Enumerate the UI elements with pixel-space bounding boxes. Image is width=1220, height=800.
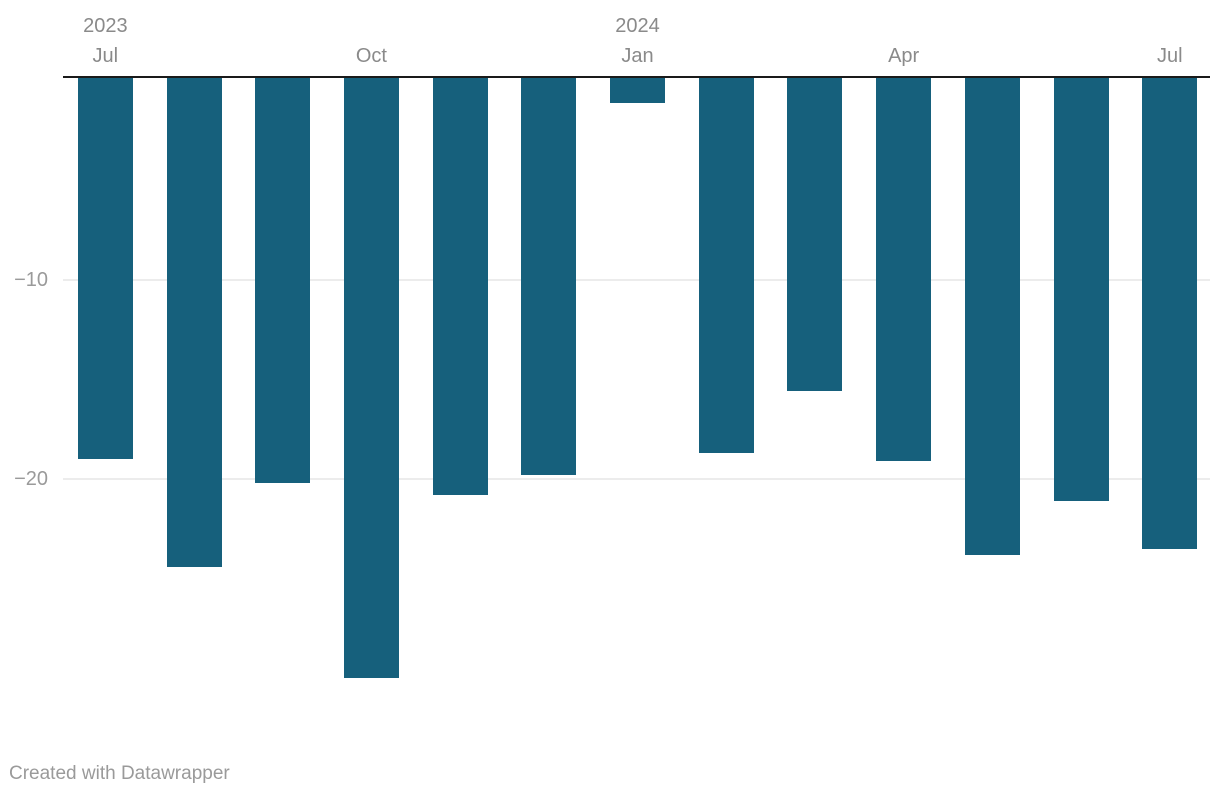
x-tick-label: Apr: [844, 11, 964, 71]
y-gridline: [63, 279, 1210, 281]
bar: [1142, 78, 1198, 549]
bar: [698, 78, 754, 454]
x-tick-month: Apr: [888, 45, 920, 67]
bar: [787, 78, 843, 392]
bar: [876, 78, 932, 462]
bar: [166, 78, 222, 567]
x-tick-year: [311, 11, 431, 41]
x-tick-year: 2024: [615, 15, 660, 37]
bar: [255, 78, 311, 483]
bar: [77, 78, 133, 460]
x-tick-month: Jan: [621, 45, 654, 67]
bar: [521, 78, 577, 476]
bar: [964, 78, 1020, 555]
y-gridline: [63, 478, 1210, 480]
y-tick-label: −20: [14, 468, 48, 490]
x-tick-year: 2023: [83, 15, 128, 37]
x-tick-label: Oct: [311, 11, 431, 71]
bar: [610, 78, 666, 103]
x-tick-year: [844, 11, 964, 41]
y-tick-label: −10: [14, 269, 48, 291]
x-tick-year: [1110, 11, 1220, 41]
x-tick-month: Jul: [92, 45, 119, 67]
bar: [1053, 78, 1109, 501]
x-axis-zero-line: [63, 76, 1210, 78]
x-tick-label: 2024 Jan: [578, 11, 698, 71]
x-tick-label: Jul: [1110, 11, 1220, 71]
x-tick-month: Oct: [355, 45, 387, 67]
bar: [343, 78, 399, 678]
x-tick-label: 2023 Jul: [45, 11, 165, 71]
x-tick-month: Jul: [1156, 45, 1183, 67]
attribution-text: Created with Datawrapper: [9, 763, 230, 784]
bar: [432, 78, 488, 495]
